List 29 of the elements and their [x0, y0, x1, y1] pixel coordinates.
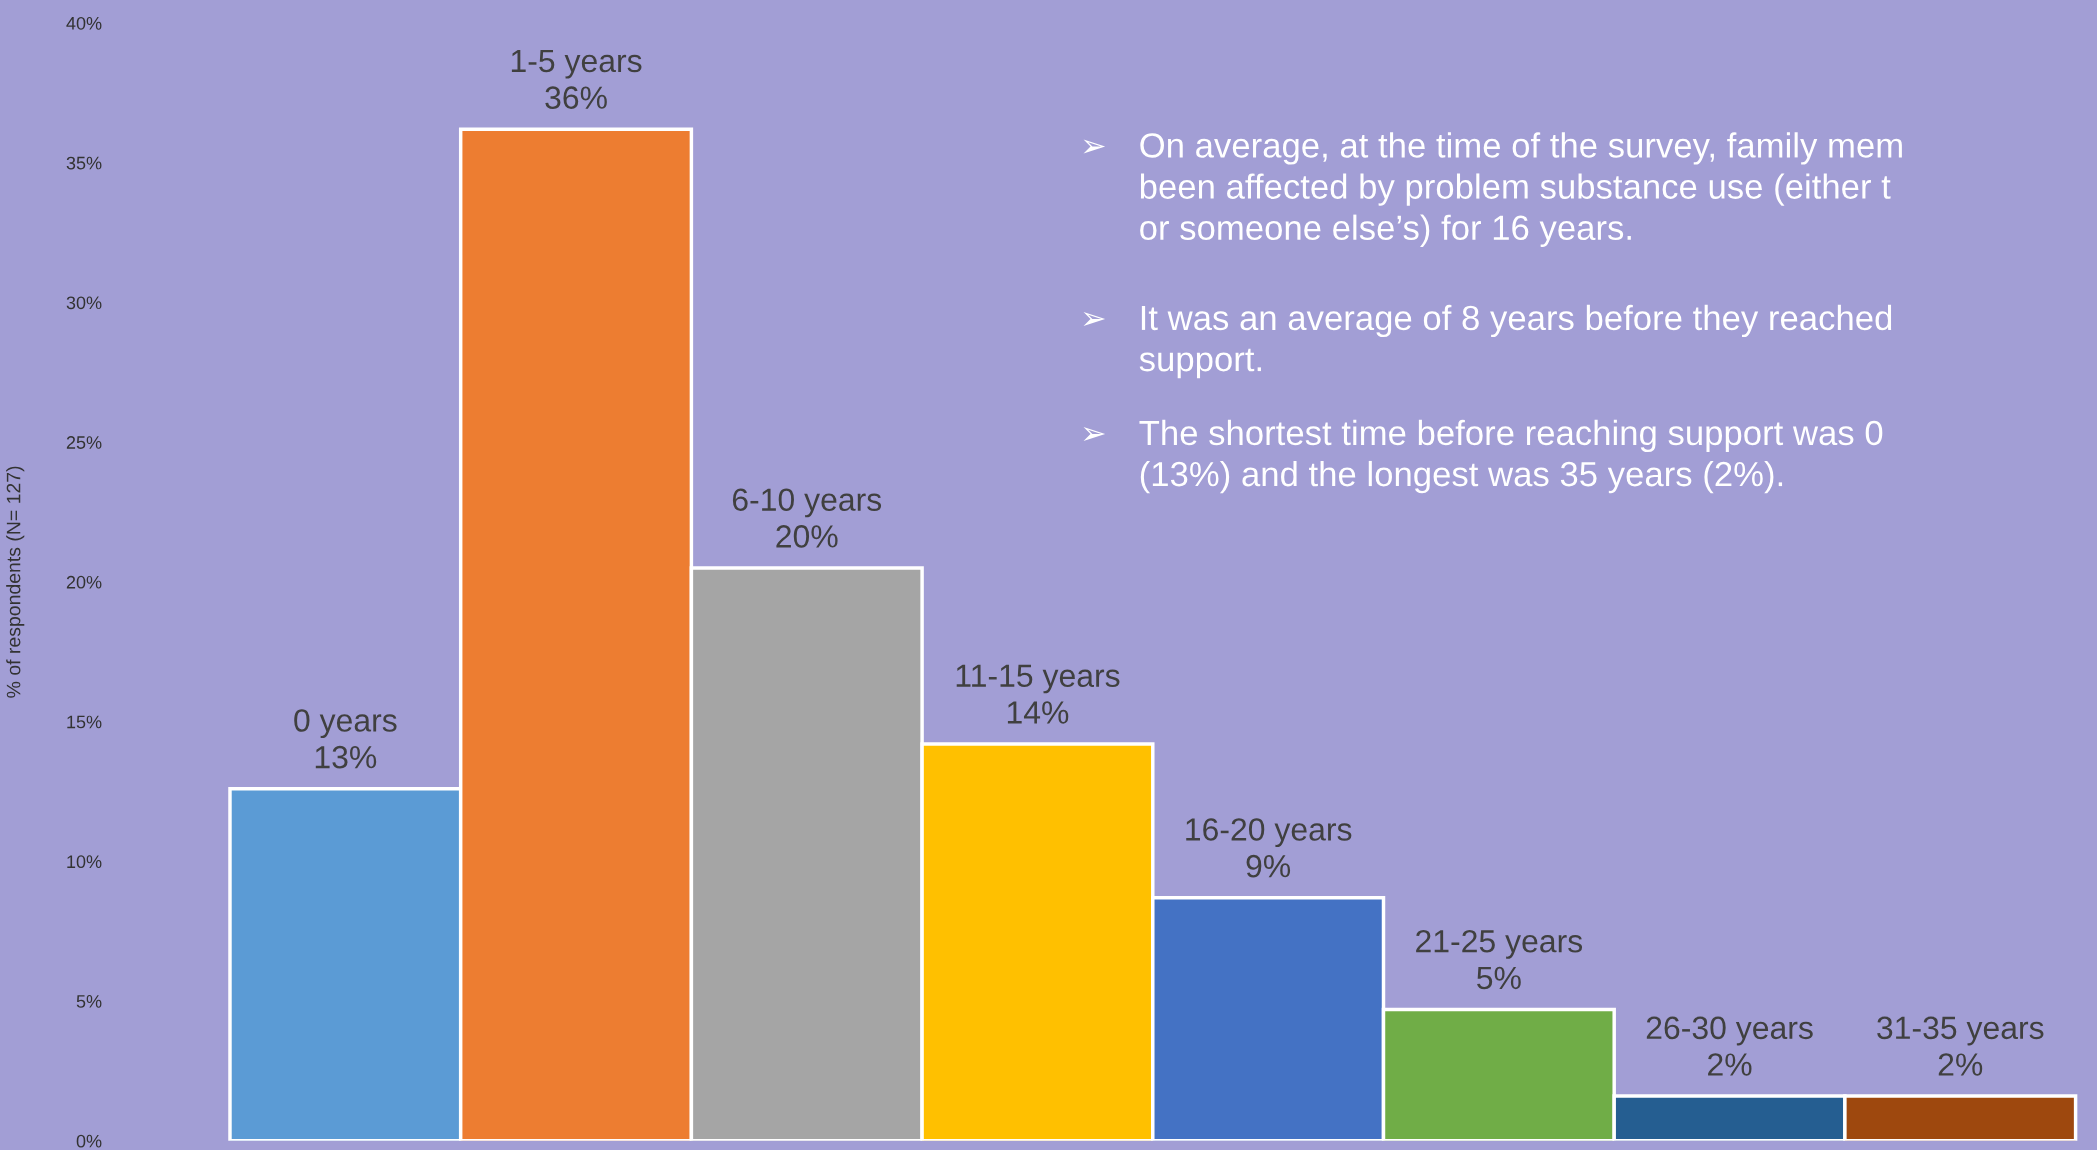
y-tick-label: 35% [66, 156, 102, 170]
annotation: ➢ On average, at the time of the survey, family mem been affected by problem substance use (either t or someone else’s) for 16 years. [1083, 132, 1902, 247]
x-tick-label: 21-25 years [1416, 929, 1583, 959]
x-tick-label: 16-20 years [1186, 818, 1352, 848]
x-tick-label: 1-5 years [511, 49, 642, 79]
data-label: 36% [545, 86, 607, 109]
data-label: 20% [776, 525, 838, 548]
data-label: 5% [1477, 966, 1521, 990]
data-label: 2% [1708, 1053, 1752, 1076]
data-label: 14% [1007, 701, 1069, 724]
y-tick-label: 25% [66, 436, 102, 449]
y-tick-label: 20% [66, 575, 102, 589]
y-axis-title: % of respondents (N= 127) [6, 466, 25, 698]
x-tick-label: 0 years [294, 709, 397, 739]
data-label: 2% [1938, 1053, 1983, 1076]
annotation: ➢ The shortest time before reaching support was 0 (13%) and the longest was 35 years (2%). [1083, 419, 1883, 494]
data-label: 13% [315, 745, 377, 769]
y-tick-label: 15% [67, 715, 102, 729]
y-tick-label: 0% [76, 1134, 102, 1148]
y-tick-label: 5% [76, 995, 102, 1008]
y-tick-label: 40% [66, 16, 102, 30]
x-tick-label: 31-35 years [1877, 1016, 2044, 1046]
x-tick-label: 26-30 years [1646, 1016, 1813, 1046]
x-tick-label: 11-15 years [956, 664, 1120, 694]
y-tick-label: 30% [66, 296, 102, 310]
annotation: ➢ It was an average of 8 years before they reached support. [1083, 304, 1892, 379]
x-tick-label: 6-10 years [732, 488, 882, 518]
data-label: 9% [1246, 854, 1291, 878]
y-tick-label: 10% [67, 855, 102, 869]
